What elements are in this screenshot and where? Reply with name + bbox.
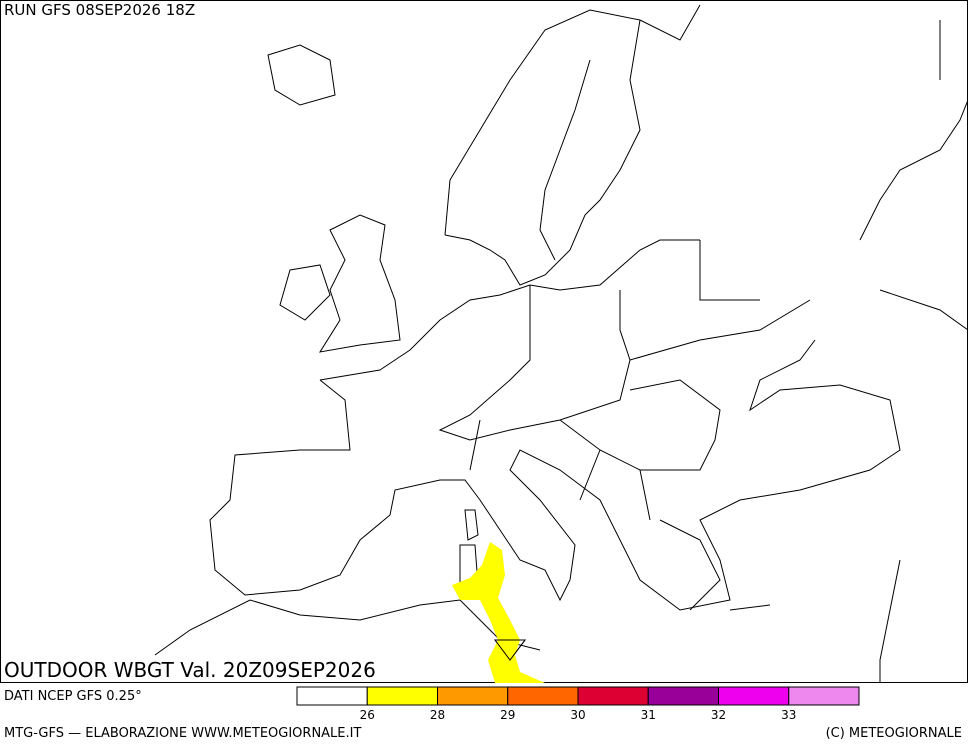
legend-label: 33: [781, 708, 796, 722]
legend-swatch: [788, 686, 860, 706]
legend-swatch: [647, 686, 719, 706]
legend-label: 26: [360, 708, 375, 722]
legend-swatch: [718, 686, 790, 706]
wbgt-area: [452, 542, 545, 683]
legend: 26 28 29 30 31 32 33: [296, 686, 860, 722]
legend-label: 32: [711, 708, 726, 722]
legend-label: 29: [500, 708, 515, 722]
legend-label: 28: [430, 708, 445, 722]
legend-swatch: [437, 686, 509, 706]
legend-swatch: [296, 686, 368, 706]
run-label: RUN GFS 08SEP2026 18Z: [4, 1, 195, 19]
legend-label: 30: [570, 708, 585, 722]
map-title: OUTDOOR WBGT Val. 20Z09SEP2026: [4, 658, 376, 682]
legend-label: 31: [641, 708, 656, 722]
source-label: DATI NCEP GFS 0.25°: [4, 689, 142, 704]
map-outlines: [154, 4, 968, 682]
credit-label: MTG-GFS — ELABORAZIONE WWW.METEOGIORNALE…: [4, 726, 361, 741]
legend-swatch: [366, 686, 438, 706]
legend-swatch: [577, 686, 649, 706]
copyright-label: (C) METEOGIORNALE: [826, 726, 962, 741]
legend-swatch: [507, 686, 579, 706]
